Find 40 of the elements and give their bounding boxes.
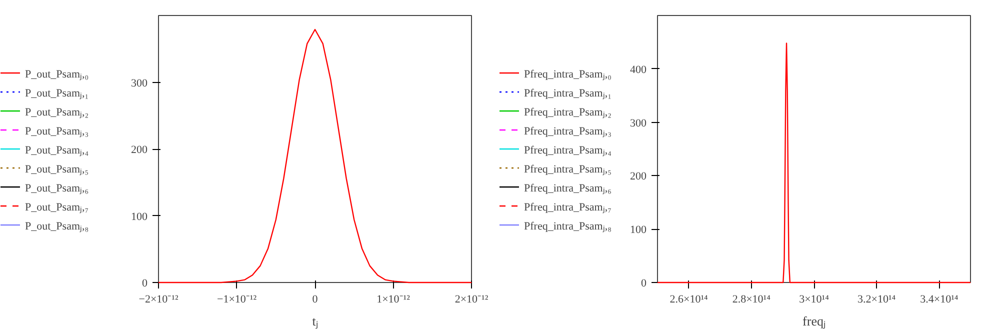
x-tick-label: −2×10⁻¹² bbox=[138, 294, 179, 306]
legend-label: P_out_Psamⱼ,₃ bbox=[25, 124, 89, 137]
legend-label: P_out_Psamⱼ,₁ bbox=[25, 86, 89, 99]
y-tick-label: 400 bbox=[630, 64, 647, 76]
x-tick-label: 2.6×10¹⁴ bbox=[670, 294, 708, 306]
y-tick-label: 300 bbox=[131, 77, 148, 90]
x-axis-title: tⱼ bbox=[312, 314, 318, 330]
legend-label: P_out_Psamⱼ,₈ bbox=[25, 219, 89, 232]
x-tick-label: 3.2×10¹⁴ bbox=[858, 294, 896, 306]
x-tick-label: 3×10¹⁴ bbox=[799, 294, 830, 306]
x-tick-label: 1×10⁻¹² bbox=[376, 294, 411, 306]
legend-label: Pfreq_intra_Psamⱼ,₅ bbox=[524, 162, 612, 175]
x-tick-label: 0 bbox=[312, 294, 318, 306]
legend-label: P_out_Psamⱼ,₅ bbox=[25, 162, 89, 175]
legend-label: Pfreq_intra_Psamⱼ,₈ bbox=[524, 219, 612, 232]
legend-label: Pfreq_intra_Psamⱼ,₁ bbox=[524, 86, 612, 99]
x-tick-label: 2.8×10¹⁴ bbox=[732, 294, 771, 306]
y-tick-label: 300 bbox=[630, 117, 647, 130]
x-axis-title: freqⱼ bbox=[802, 314, 826, 330]
legend-label: Pfreq_intra_Psamⱼ,₃ bbox=[524, 124, 612, 137]
y-tick-label: 100 bbox=[131, 210, 148, 223]
line-series bbox=[158, 28, 472, 284]
legend-label: Pfreq_intra_Psamⱼ,₂ bbox=[524, 105, 612, 118]
legend-label: P_out_Psamⱼ,₄ bbox=[25, 143, 89, 156]
legend-label: P_out_Psamⱼ,₆ bbox=[25, 181, 89, 194]
legend-label: Pfreq_intra_Psamⱼ,₄ bbox=[524, 143, 612, 156]
legend-label: Pfreq_intra_Psamⱼ,₇ bbox=[524, 200, 612, 213]
y-tick-label: 200 bbox=[630, 170, 647, 183]
y-tick-label: 100 bbox=[630, 224, 647, 236]
x-tick-label: 3.4×10¹⁴ bbox=[920, 294, 958, 306]
legend-label: P_out_Psamⱼ,₇ bbox=[25, 200, 89, 213]
legend-label: P_out_Psamⱼ,₂ bbox=[25, 105, 89, 118]
x-tick-label: −1×10⁻¹² bbox=[217, 294, 258, 306]
x-tick-label: 2×10⁻¹² bbox=[454, 294, 489, 306]
y-tick-label: 0 bbox=[142, 278, 148, 290]
y-tick-label: 200 bbox=[131, 144, 148, 156]
legend-label: Pfreq_intra_Psamⱼ,₀ bbox=[524, 67, 612, 80]
y-tick-label: 0 bbox=[641, 278, 647, 290]
legend-label: P_out_Psamⱼ,₀ bbox=[25, 67, 89, 80]
legend-label: Pfreq_intra_Psamⱼ,₆ bbox=[524, 181, 612, 194]
